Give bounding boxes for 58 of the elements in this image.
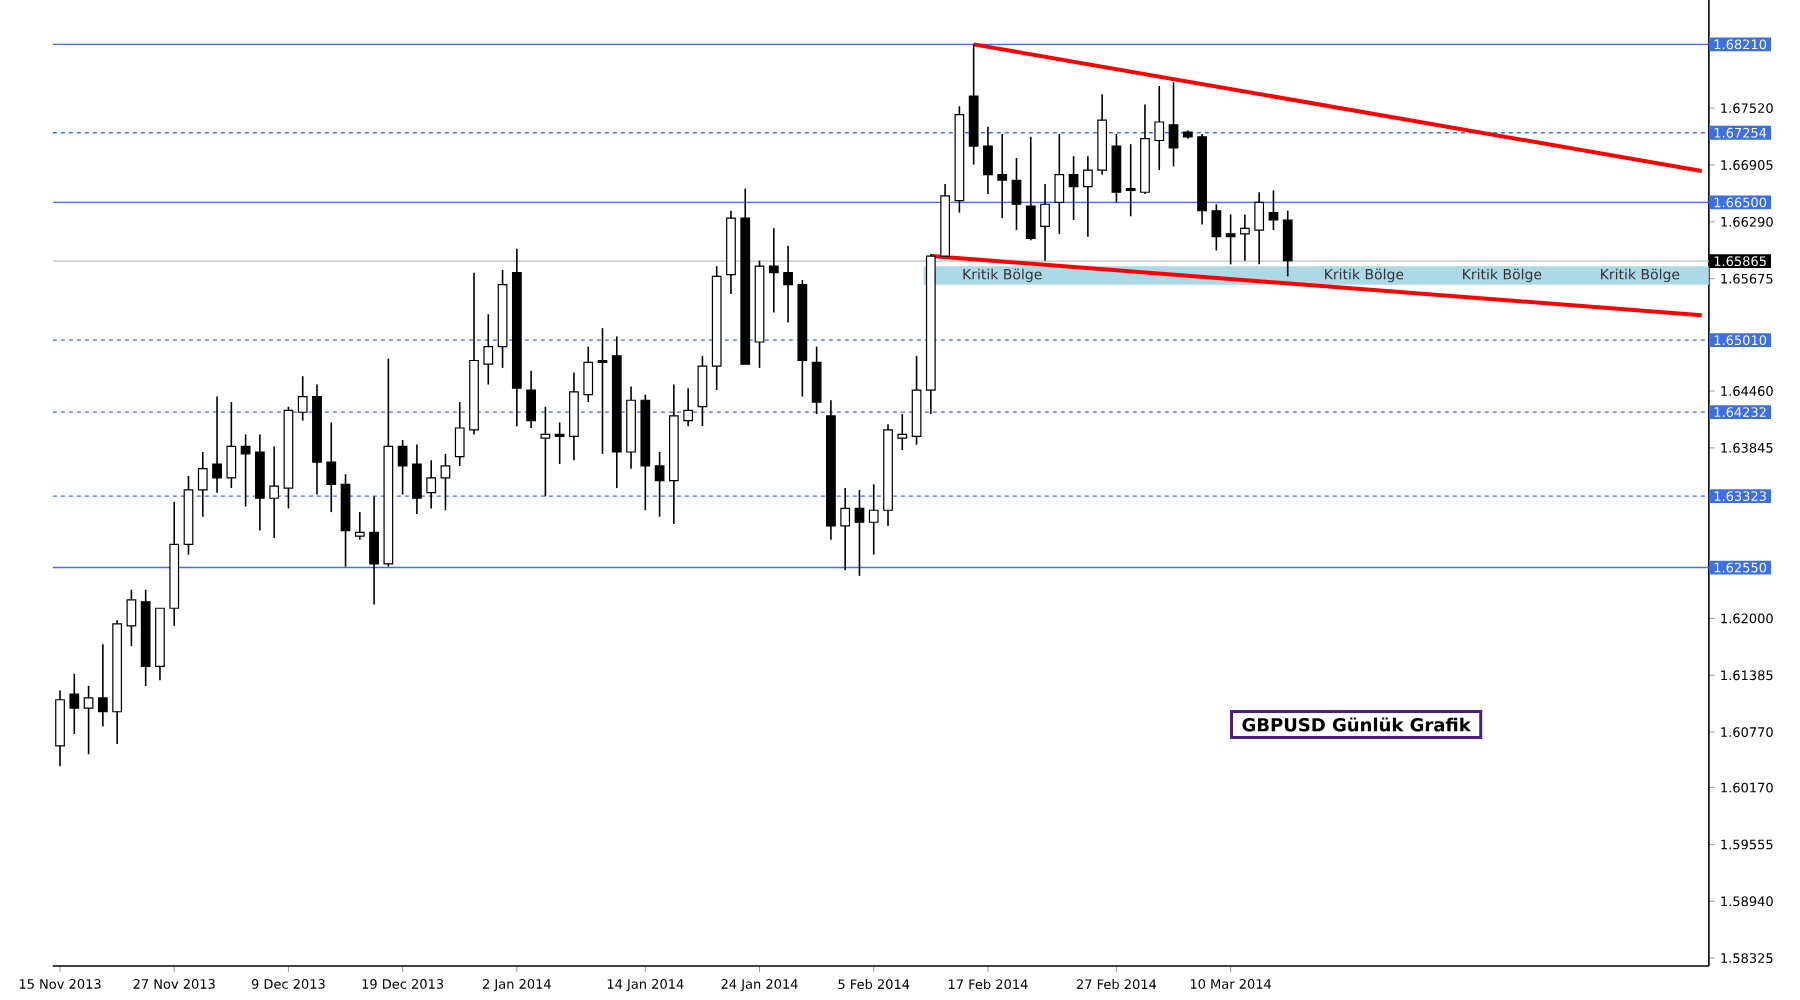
candlestick [1082,155,1093,238]
candlestick [340,473,351,568]
candlestick [1040,183,1050,262]
candlestick [454,401,465,467]
candlestick [269,445,280,539]
candlestick [354,511,365,541]
candlestick [1211,203,1222,252]
candlestick [69,673,80,735]
candlestick [868,483,879,556]
candlestick [1268,189,1279,231]
candlestick [911,355,922,446]
candlestick [1011,157,1022,231]
candlestick [126,588,137,647]
candlestick [811,345,822,415]
candlestick [483,313,494,386]
candlestick [1025,136,1036,242]
candlestick [540,405,551,498]
candlestick [997,133,1008,219]
candlestick [1168,81,1179,168]
candlestick [254,433,265,532]
candlestick [597,327,608,455]
candlestick [369,495,379,606]
text: GBPUSD Günlük Grafik [1242,717,1472,732]
candlestick [654,451,665,518]
candlestick [783,245,793,324]
candlestick [983,125,993,195]
candlestick [226,401,237,489]
candlestick [440,453,451,512]
candlestick [212,395,222,494]
candlestick [1125,143,1136,218]
candlestick [326,421,337,513]
candlestick [569,371,579,462]
candlestick [97,643,108,728]
candlestick [1054,133,1065,235]
candlestick [554,421,565,465]
candlestick [412,443,422,515]
candlestick [583,345,594,403]
candlestick [526,369,536,429]
candlestick [1282,209,1293,278]
candlestick [240,433,251,508]
candlestick [840,487,851,572]
candlestick [683,387,694,427]
candlestick [297,375,308,422]
candlestick [897,413,908,451]
candlestick [83,685,94,756]
candlestick [397,439,408,496]
candlestick [426,459,437,510]
candlestick [697,355,708,427]
candlestick [768,227,779,314]
candlestick [1068,155,1079,221]
candlestick [854,489,865,577]
candlestick [1154,85,1165,171]
candlestick [55,689,65,768]
candlestick [1254,191,1265,266]
candlestick [1240,213,1250,262]
candlestick [197,451,208,518]
candlestick [1225,213,1236,266]
candlestick [1111,133,1122,204]
